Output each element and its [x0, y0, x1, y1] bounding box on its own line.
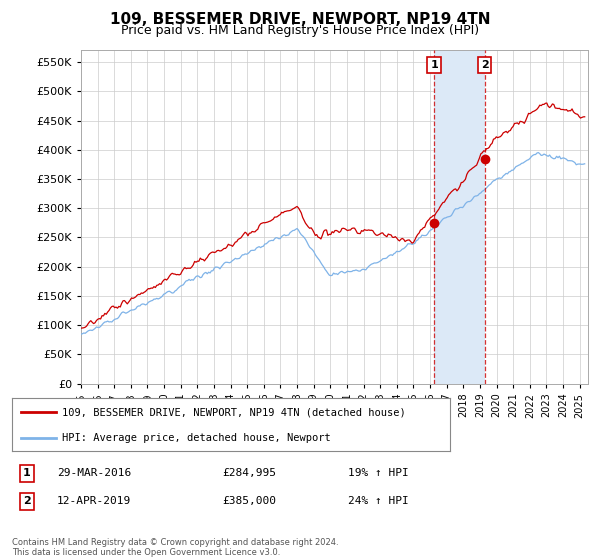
Text: 19% ↑ HPI: 19% ↑ HPI: [348, 468, 409, 478]
Text: 109, BESSEMER DRIVE, NEWPORT, NP19 4TN (detached house): 109, BESSEMER DRIVE, NEWPORT, NP19 4TN (…: [62, 408, 406, 418]
Bar: [434, 50, 485, 384]
Text: 12-APR-2019: 12-APR-2019: [57, 496, 131, 506]
Text: £385,000: £385,000: [222, 496, 276, 506]
Text: £284,995: £284,995: [222, 468, 276, 478]
Text: 24% ↑ HPI: 24% ↑ HPI: [348, 496, 409, 506]
Text: 1: 1: [430, 60, 438, 70]
Text: 2: 2: [481, 60, 488, 70]
Text: HPI: Average price, detached house, Newport: HPI: Average price, detached house, Newp…: [62, 433, 331, 443]
Text: 2: 2: [23, 496, 31, 506]
Text: 109, BESSEMER DRIVE, NEWPORT, NP19 4TN: 109, BESSEMER DRIVE, NEWPORT, NP19 4TN: [110, 12, 490, 27]
Text: Price paid vs. HM Land Registry's House Price Index (HPI): Price paid vs. HM Land Registry's House …: [121, 24, 479, 36]
Text: 29-MAR-2016: 29-MAR-2016: [57, 468, 131, 478]
Text: 1: 1: [23, 468, 31, 478]
Text: Contains HM Land Registry data © Crown copyright and database right 2024.
This d: Contains HM Land Registry data © Crown c…: [12, 538, 338, 557]
